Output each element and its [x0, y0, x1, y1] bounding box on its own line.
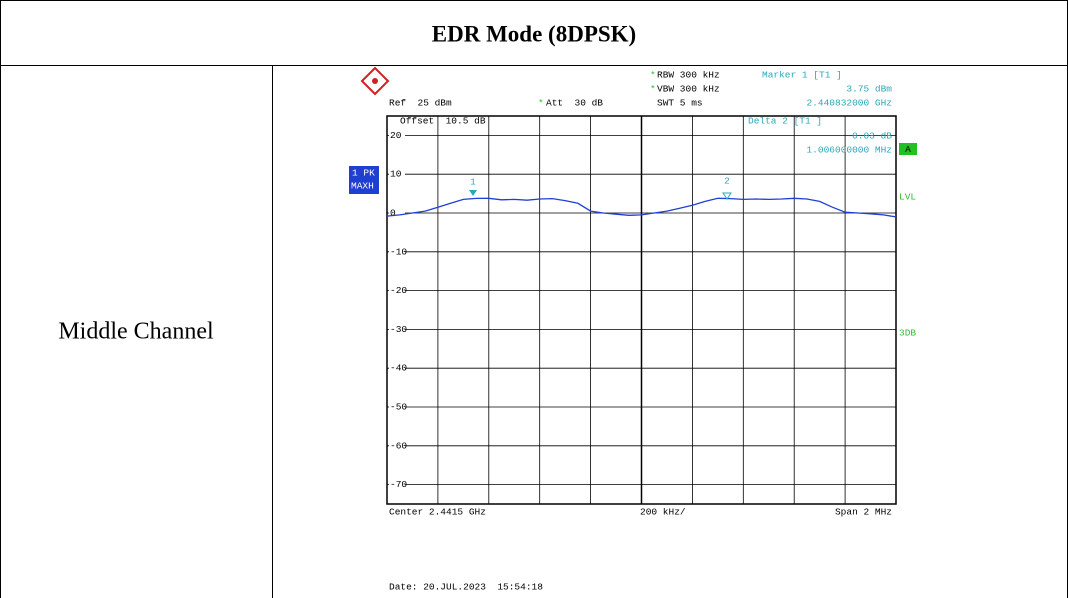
- marker-label: 1: [470, 177, 476, 188]
- setting-flag: *: [650, 84, 656, 95]
- marker-frequency: 2.440832000 GHz: [806, 98, 892, 109]
- division: 200 kHz/: [640, 507, 686, 518]
- ref-level: Ref 25 dBm: [389, 98, 452, 109]
- attenuation: Att 30 dB: [546, 98, 603, 109]
- marker-label: 2: [724, 176, 730, 187]
- y-tick-label: -50: [390, 402, 407, 413]
- setting-flag: *: [650, 70, 656, 81]
- marker-level: 3.75 dBm: [846, 84, 892, 95]
- tick-label-bg: [389, 285, 405, 296]
- marker-triangle: [722, 192, 732, 200]
- 3db-label: 3DB: [899, 328, 916, 339]
- date: Date: 20.JUL.2023 15:54:18: [389, 582, 543, 593]
- marker-triangle: [469, 190, 477, 196]
- y-tick-label: -20: [390, 285, 407, 296]
- logo: [360, 66, 390, 96]
- y-tick-label: -30: [390, 324, 407, 335]
- tick-label-bg: [389, 402, 405, 412]
- flag: A: [905, 144, 911, 155]
- lvl-label: LVL: [899, 192, 916, 203]
- tick-label-bg: [389, 324, 405, 335]
- delta-level: 0.03 dB: [852, 131, 892, 142]
- setting-flag: *: [538, 98, 544, 109]
- span: Span 2 MHz: [835, 507, 892, 518]
- tick-label-bg: [389, 479, 405, 490]
- row-label: Middle Channel: [58, 319, 214, 345]
- tick-label-bg: [389, 246, 405, 257]
- flag-box: [899, 143, 917, 155]
- tick-label-bg: [389, 208, 405, 218]
- rbw: RBW 300 kHz: [657, 70, 720, 81]
- y-tick-label: 10: [390, 169, 402, 180]
- y-tick-label: 0: [390, 208, 396, 219]
- y-tick-label: 20: [390, 130, 402, 141]
- center-frequency: Center 2.4415 GHz: [389, 507, 486, 518]
- tick-label-bg: [389, 169, 405, 180]
- tick-label-bg: [389, 130, 405, 141]
- delta-title: Delta 2 [T1 ]: [748, 116, 822, 127]
- y-tick-label: -60: [390, 440, 407, 451]
- table-title: EDR Mode (8DPSK): [432, 21, 636, 46]
- trace-mode-box: [349, 166, 379, 194]
- sweep-time: SWT 5 ms: [657, 98, 703, 109]
- marker-title: Marker 1 [T1 ]: [762, 70, 842, 81]
- offset: Offset 10.5 dB: [400, 116, 486, 127]
- tick-label-bg: [389, 440, 405, 451]
- analyzer-screen: Ref 25 dBm * Att 30 dB * RBW 300 kHz * V…: [349, 66, 917, 593]
- y-tick-label: -70: [390, 479, 407, 490]
- delta-frequency: 1.006000000 MHz: [806, 145, 892, 156]
- tick-label-bg: [389, 363, 405, 374]
- trace: [386, 197, 897, 218]
- vbw: VBW 300 kHz: [657, 84, 720, 95]
- y-tick-label: -40: [390, 363, 407, 374]
- trace-mode: 1 PK: [352, 168, 375, 179]
- trace-mode: MAXH: [351, 181, 374, 192]
- y-tick-label: -10: [390, 246, 407, 257]
